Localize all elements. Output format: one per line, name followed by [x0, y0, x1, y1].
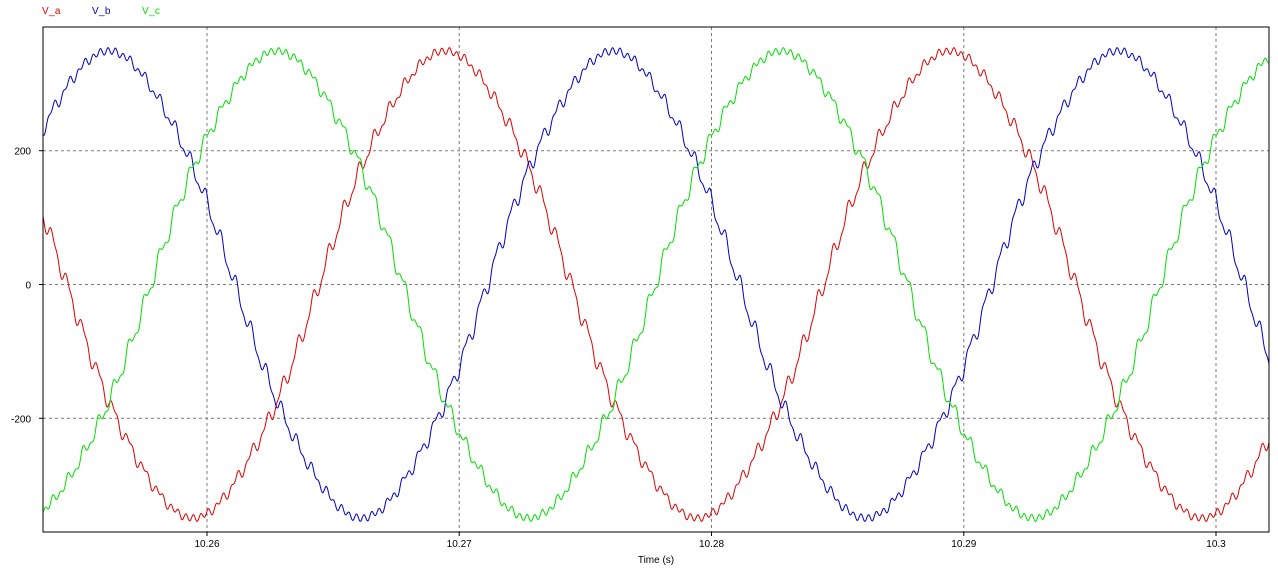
plot-frame — [42, 26, 1270, 533]
legend-entry-v-b: V_b — [92, 6, 111, 17]
grid — [43, 27, 1269, 532]
x-axis-label: Time (s) — [638, 555, 674, 566]
series-line-v-c — [42, 47, 1270, 522]
y-tick-label: 200 — [14, 147, 31, 158]
plot-area — [43, 27, 1269, 532]
x-tick-label: 10.29 — [951, 539, 976, 550]
x-tick-label: 10.28 — [699, 539, 724, 550]
y-tick-label: -200 — [11, 414, 31, 425]
x-tick-label: 10.3 — [1206, 539, 1226, 550]
series-line-v-a — [42, 47, 1270, 522]
series-lines — [42, 47, 1270, 522]
series-line-v-b — [42, 47, 1270, 522]
x-tick-label: 10.27 — [447, 539, 472, 550]
legend-entry-v-c: V_c — [142, 6, 161, 17]
legend-entry-v-a: V_a — [42, 6, 61, 17]
y-tick-label: 0 — [25, 281, 31, 292]
x-tick-label: 10.26 — [194, 539, 219, 550]
axis-ticks: 10.26 10.27 10.28 10.29 10.3 -200 0 200 — [11, 147, 1226, 550]
legend: V_a V_b V_c — [0, 0, 1278, 20]
